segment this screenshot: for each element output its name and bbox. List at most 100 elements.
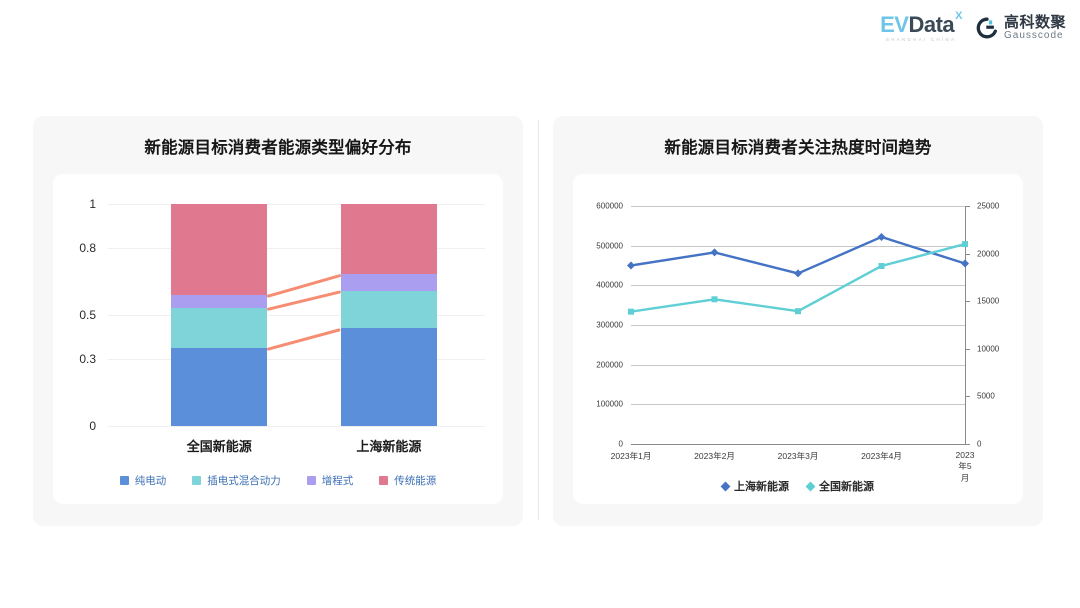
- line-right-axis-tick: 20000: [977, 249, 1000, 259]
- line-right-axis-tickmark: [965, 206, 970, 207]
- line-data-point[interactable]: [961, 259, 969, 268]
- evdata-letter-rest: Data: [908, 12, 955, 37]
- bar-gridline: [108, 359, 485, 361]
- bar-gridline: [108, 426, 485, 427]
- legend-marker-icon: [805, 481, 816, 491]
- bar-gridline: [108, 204, 485, 205]
- panel-energy-preference: 新能源目标消费者能源类型偏好分布 0 0.3 0.5 0.8 1 全国新能源 上海新能源 纯…: [33, 116, 523, 526]
- legend-item[interactable]: 全国新能源: [805, 478, 874, 494]
- line-right-axis-tick: 5000: [977, 391, 995, 401]
- line-gridline: [631, 245, 965, 247]
- legend-item[interactable]: 传统能源: [379, 473, 436, 488]
- bar-y-axis-tick: 1: [89, 197, 96, 211]
- line-right-axis-tickmark: [965, 348, 970, 350]
- stacked-bar-chart: 0 0.3 0.5 0.8 1 全国新能源 上海新能源: [79, 197, 485, 454]
- panel-attention-trend: 新能源目标消费者关注热度时间趋势 0 100000 200000 300000 4000…: [553, 116, 1043, 526]
- line-left-axis-tick: 500000: [596, 241, 623, 251]
- line-data-point[interactable]: [962, 241, 968, 248]
- line-left-axis-tick: 200000: [596, 360, 623, 370]
- evdata-wordmark: E V Data X: [880, 10, 962, 37]
- line-left-axis-tick: 100000: [596, 399, 623, 409]
- line-left-axis-tick: 0: [618, 439, 623, 449]
- bar-x-axis-label: 全国新能源: [186, 439, 252, 454]
- line-gridline: [631, 404, 965, 406]
- line-x-axis: [631, 444, 965, 445]
- panel-title-right: 新能源目标消费者关注热度时间趋势: [664, 139, 932, 157]
- line-data-point[interactable]: [878, 262, 885, 269]
- line-x-axis-tick: 2023年3月: [777, 451, 819, 461]
- legend-label: 上海新能源: [734, 481, 789, 493]
- line-data-point[interactable]: [628, 308, 634, 315]
- gausscode-logo: 高科数聚 Gausscode: [976, 15, 1066, 41]
- chart-card-left: 0 0.3 0.5 0.8 1 全国新能源 上海新能源 纯电动 插电式混合动力 增程式 传统能源: [53, 174, 503, 504]
- bar-segment[interactable]: [340, 290, 437, 329]
- legend-swatch-icon: [306, 476, 316, 485]
- evdata-letter-e: E: [880, 12, 895, 37]
- bar-y-axis-tick: 0: [89, 419, 96, 433]
- line-right-axis-tick: 15000: [977, 296, 1000, 306]
- legend-swatch-icon: [119, 476, 129, 485]
- line-right-axis-tickmark: [965, 444, 970, 445]
- line-data-point[interactable]: [711, 296, 718, 303]
- gausscode-mark-icon: [976, 17, 998, 39]
- line-left-axis-tick: 400000: [596, 280, 623, 290]
- bar-chart-legend: 纯电动 插电式混合动力 增程式 传统能源: [53, 473, 503, 488]
- line-right-axis-tickmark: [965, 253, 970, 255]
- line-series-layer: [627, 232, 969, 315]
- bar-y-axis-tick: 0.5: [79, 308, 96, 322]
- bar-segment[interactable]: [340, 204, 437, 274]
- evdata-letter-v: V: [894, 12, 909, 37]
- dual-axis-line-chart: 0 100000 200000 300000 400000 500000 600000 0 50…: [596, 202, 999, 484]
- line-gridline: [631, 364, 965, 366]
- line-data-point[interactable]: [877, 232, 886, 241]
- line-right-axis: [965, 206, 966, 444]
- legend-label: 增程式: [321, 475, 354, 487]
- bar-segment[interactable]: [171, 308, 268, 349]
- bar-segment[interactable]: [340, 328, 437, 426]
- bar-segment[interactable]: [340, 273, 437, 291]
- legend-label: 传统能源: [394, 475, 437, 487]
- bar-gridline: [108, 315, 485, 316]
- line-x-axis-tick: 2023年1月: [610, 451, 652, 461]
- line-series-path: [630, 242, 966, 313]
- bar-y-axis-tick: 0.8: [79, 241, 96, 256]
- legend-label: 纯电动: [134, 475, 167, 487]
- line-right-axis-tick: 10000: [977, 344, 1000, 354]
- evdata-logo: E V Data X SHANGHAI CHINA: [880, 10, 962, 43]
- bar-segment[interactable]: [171, 204, 268, 296]
- line-gridline: [631, 206, 965, 207]
- bar-segment[interactable]: [171, 295, 268, 309]
- legend-item[interactable]: 插电式混合动力: [192, 473, 281, 488]
- bar-column[interactable]: [340, 204, 437, 426]
- bar-column[interactable]: [171, 204, 268, 426]
- legend-label: 插电式混合动力: [207, 475, 281, 487]
- line-data-point[interactable]: [627, 261, 635, 270]
- panel-divider: [538, 120, 539, 520]
- bar-y-axis-tick: 0.3: [79, 352, 96, 367]
- legend-item[interactable]: 上海新能源: [720, 478, 789, 494]
- line-data-point[interactable]: [795, 308, 801, 315]
- line-data-point[interactable]: [710, 248, 719, 257]
- line-x-axis-tick: 2023年5月: [955, 450, 975, 483]
- legend-label: 全国新能源: [819, 481, 874, 493]
- line-x-axis-tick: 2023年4月: [861, 451, 902, 461]
- gausscode-name-en: Gausscode: [1003, 29, 1064, 41]
- line-gridline: [631, 285, 965, 287]
- bar-x-axis-label: 上海新能源: [356, 439, 422, 454]
- legend-item[interactable]: 增程式: [306, 473, 354, 488]
- evdata-superscript-x: X: [955, 10, 962, 22]
- bar-segment[interactable]: [171, 348, 268, 426]
- line-series-path: [630, 235, 966, 275]
- legend-item[interactable]: 纯电动: [119, 473, 167, 488]
- line-data-point[interactable]: [794, 269, 802, 278]
- line-x-axis-tick: 2023年2月: [694, 451, 735, 461]
- line-right-axis-tickmark: [965, 396, 970, 398]
- legend-swatch-icon: [379, 476, 389, 485]
- line-gridline: [631, 325, 965, 326]
- legend-marker-icon: [720, 481, 731, 491]
- header-logo-bar: E V Data X SHANGHAI CHINA 高科数聚 Gausscode: [880, 10, 1066, 43]
- line-right-axis-tick: 25000: [977, 201, 1000, 211]
- gausscode-wordmark: 高科数聚 Gausscode: [1004, 15, 1066, 41]
- line-left-axis-tick: 300000: [596, 320, 623, 330]
- line-left-axis-tick: 600000: [596, 201, 623, 211]
